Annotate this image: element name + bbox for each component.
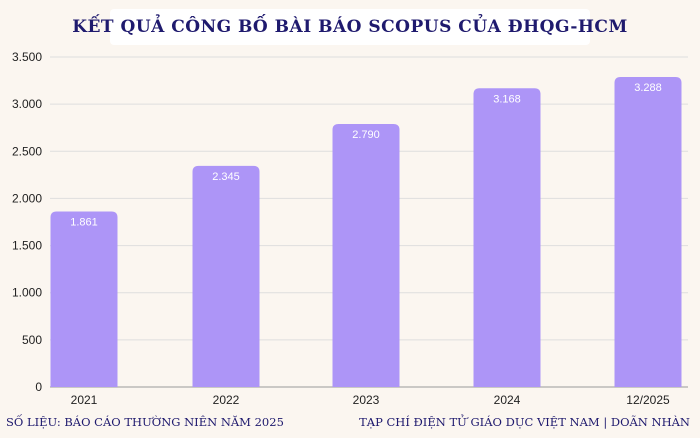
data-label: 3.168 [493,93,521,105]
y-tick-label: 500 [22,333,42,347]
bar-12-2025 [614,76,682,387]
x-tick-label: 2024 [494,393,521,407]
y-tick-label: 3.500 [12,50,42,64]
x-tick-label: 2021 [71,393,98,407]
bar-2023 [332,123,400,387]
data-label: 2.790 [352,129,380,141]
y-tick-label: 3.000 [12,97,42,111]
y-tick-label: 0 [35,380,42,394]
chart-title: KẾT QUẢ CÔNG BỐ BÀI BÁO SCOPUS CỦA ĐHQG-… [72,17,628,37]
title-box: KẾT QUẢ CÔNG BỐ BÀI BÁO SCOPUS CỦA ĐHQG-… [72,9,627,45]
x-tick-label: 2022 [213,393,240,407]
data-label: 2.345 [212,171,240,183]
bar-2024 [473,88,541,387]
bar-2022 [192,165,260,387]
x-tick-label: 2023 [353,393,380,407]
y-tick-label: 2.500 [12,144,42,158]
data-label: 3.288 [634,82,662,94]
credit-note: TẠP CHÍ ĐIỆN TỬ GIÁO DỤC VIỆT NAM | DOÃN… [359,415,690,429]
x-tick-label: 12/2025 [626,393,670,407]
bar-2021 [50,211,118,387]
source-note: SỐ LIỆU: BÁO CÁO THƯỜNG NIÊN NĂM 2025 [6,415,284,429]
y-tick-label: 1.500 [12,239,42,253]
y-tick-label: 2.000 [12,191,42,205]
data-label: 1.861 [70,217,98,229]
y-tick-label: 1.000 [12,286,42,300]
